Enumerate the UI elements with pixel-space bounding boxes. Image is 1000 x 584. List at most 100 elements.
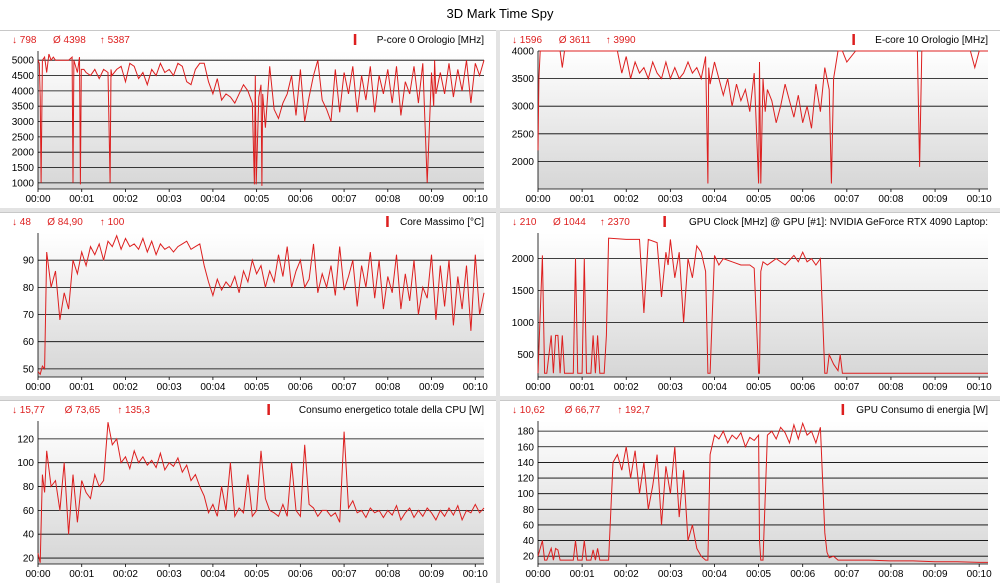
y-tick-label: 3000 xyxy=(512,102,535,113)
stat-min: ↓ 798 xyxy=(12,35,37,46)
x-tick-label: 00:02 xyxy=(614,569,639,580)
y-tick-label: 1000 xyxy=(12,178,35,189)
stat-avg: Ø 66,77 xyxy=(565,405,601,416)
y-tick-label: 80 xyxy=(23,482,35,493)
x-tick-label: 00:10 xyxy=(463,194,488,205)
series-line xyxy=(537,50,988,184)
chart-svg: 20 40 60 80 100 120 00:00 00:01 00:02 00:03 00:04 0… xyxy=(12,404,488,580)
y-tick-label: 3000 xyxy=(12,117,35,128)
chart-panel-pcore-clock: 1000 1500 2000 2500 3000 3500 4000 4500 5000 00:0… xyxy=(0,30,496,208)
x-tick-label: 00:06 xyxy=(288,569,313,580)
stat-max: ↑ 135,3 xyxy=(117,405,150,416)
chart-title: Consumo energetico totale della CPU [W] xyxy=(299,405,484,416)
stat-max: ↑ 100 xyxy=(100,217,125,228)
plot-area xyxy=(538,421,988,564)
x-tick-label: 00:03 xyxy=(658,194,683,205)
y-tick-label: 100 xyxy=(17,458,34,469)
series-line xyxy=(537,237,988,374)
stat-avg: Ø 73,65 xyxy=(65,405,101,416)
y-tick-label: 120 xyxy=(517,474,534,485)
y-tick-label: 1000 xyxy=(512,318,535,329)
x-tick-label: 00:03 xyxy=(157,382,182,393)
x-tick-label: 00:04 xyxy=(200,194,225,205)
y-tick-label: 3500 xyxy=(512,74,535,85)
x-tick-label: 00:05 xyxy=(746,194,771,205)
chart-panel-ecore-clock: 2000 2500 3000 3500 4000 00:00 00:01 00:02 00:03… xyxy=(500,30,1000,208)
stat-min: ↓ 10,62 xyxy=(512,405,545,416)
x-tick-label: 00:03 xyxy=(157,194,182,205)
chart-panel-gpu-clock: 500 1000 1500 2000 00:00 00:01 00:02 00:03 00:04… xyxy=(500,212,1000,396)
y-tick-label: 1500 xyxy=(12,163,35,174)
vertical-divider xyxy=(496,30,500,583)
x-tick-label: 00:04 xyxy=(200,569,225,580)
x-tick-label: 00:06 xyxy=(288,194,313,205)
y-tick-label: 60 xyxy=(23,337,35,348)
x-tick-label: 00:02 xyxy=(113,382,138,393)
y-tick-label: 180 xyxy=(517,427,534,438)
x-tick-label: 00:01 xyxy=(570,194,595,205)
x-tick-label: 00:07 xyxy=(834,194,859,205)
x-tick-label: 00:03 xyxy=(658,569,683,580)
y-tick-label: 20 xyxy=(523,552,535,563)
stat-avg: Ø 84,90 xyxy=(47,217,83,228)
y-tick-label: 5000 xyxy=(12,56,35,67)
x-tick-label: 00:08 xyxy=(375,382,400,393)
x-tick-label: 00:07 xyxy=(834,382,859,393)
x-tick-label: 00:05 xyxy=(746,382,771,393)
x-tick-label: 00:06 xyxy=(790,382,815,393)
x-tick-label: 00:10 xyxy=(463,382,488,393)
y-tick-label: 3500 xyxy=(12,102,35,113)
x-tick-label: 00:03 xyxy=(157,569,182,580)
x-tick-label: 00:06 xyxy=(790,569,815,580)
x-tick-label: 00:01 xyxy=(570,569,595,580)
x-tick-label: 00:01 xyxy=(69,569,94,580)
horizontal-divider-2 xyxy=(0,396,1000,400)
x-tick-label: 00:01 xyxy=(69,382,94,393)
x-tick-label: 00:10 xyxy=(463,569,488,580)
chart-window-title: 3D Mark Time Spy xyxy=(446,6,554,21)
x-tick-label: 00:02 xyxy=(614,194,639,205)
x-tick-label: 00:10 xyxy=(967,382,992,393)
x-tick-label: 00:09 xyxy=(923,569,948,580)
chart-title: GPU Clock [MHz] @ GPU [#1]: NVIDIA GeFor… xyxy=(689,217,988,228)
horizontal-divider-1 xyxy=(0,208,1000,212)
title-marker xyxy=(663,216,666,227)
x-tick-label: 00:08 xyxy=(878,382,903,393)
chart-svg: 500 1000 1500 2000 00:00 00:01 00:02 00:03 00:04… xyxy=(512,216,992,393)
chart-svg: 1000 1500 2000 2500 3000 3500 4000 4500 5000 00:0… xyxy=(12,34,488,205)
y-tick-label: 2500 xyxy=(12,132,35,143)
x-tick-label: 00:00 xyxy=(525,382,550,393)
series-line xyxy=(37,234,485,376)
plot-area xyxy=(538,51,988,189)
y-tick-label: 60 xyxy=(523,520,535,531)
stat-avg: Ø 1044 xyxy=(553,217,586,228)
y-tick-label: 1500 xyxy=(512,286,535,297)
y-tick-label: 20 xyxy=(23,554,35,565)
series-line xyxy=(537,421,988,563)
chart-svg: 2000 2500 3000 3500 4000 00:00 00:01 00:02 00:03… xyxy=(512,34,992,205)
x-tick-label: 00:08 xyxy=(375,194,400,205)
stat-min: ↓ 1596 xyxy=(512,35,542,46)
x-tick-label: 00:00 xyxy=(25,382,50,393)
x-tick-label: 00:02 xyxy=(614,382,639,393)
x-tick-label: 00:06 xyxy=(790,194,815,205)
series-line xyxy=(37,53,485,186)
x-tick-label: 00:00 xyxy=(25,194,50,205)
x-tick-label: 00:07 xyxy=(332,569,357,580)
x-tick-label: 00:05 xyxy=(746,569,771,580)
series-line xyxy=(37,422,485,563)
x-tick-label: 00:09 xyxy=(419,569,444,580)
title-marker xyxy=(267,404,270,415)
x-tick-label: 00:10 xyxy=(967,194,992,205)
x-tick-label: 00:02 xyxy=(113,194,138,205)
x-tick-label: 00:04 xyxy=(702,382,727,393)
x-tick-label: 00:06 xyxy=(288,382,313,393)
x-tick-label: 00:01 xyxy=(69,194,94,205)
x-tick-label: 00:08 xyxy=(878,194,903,205)
x-tick-label: 00:07 xyxy=(332,382,357,393)
y-tick-label: 80 xyxy=(23,283,35,294)
chart-panel-gpu-power: 20 40 60 80 100 120 140 160 180 00:00 00:01 00:02 00… xyxy=(500,400,1000,583)
y-tick-label: 90 xyxy=(23,256,35,267)
stat-avg: Ø 4398 xyxy=(53,35,86,46)
y-tick-label: 4000 xyxy=(12,86,35,97)
